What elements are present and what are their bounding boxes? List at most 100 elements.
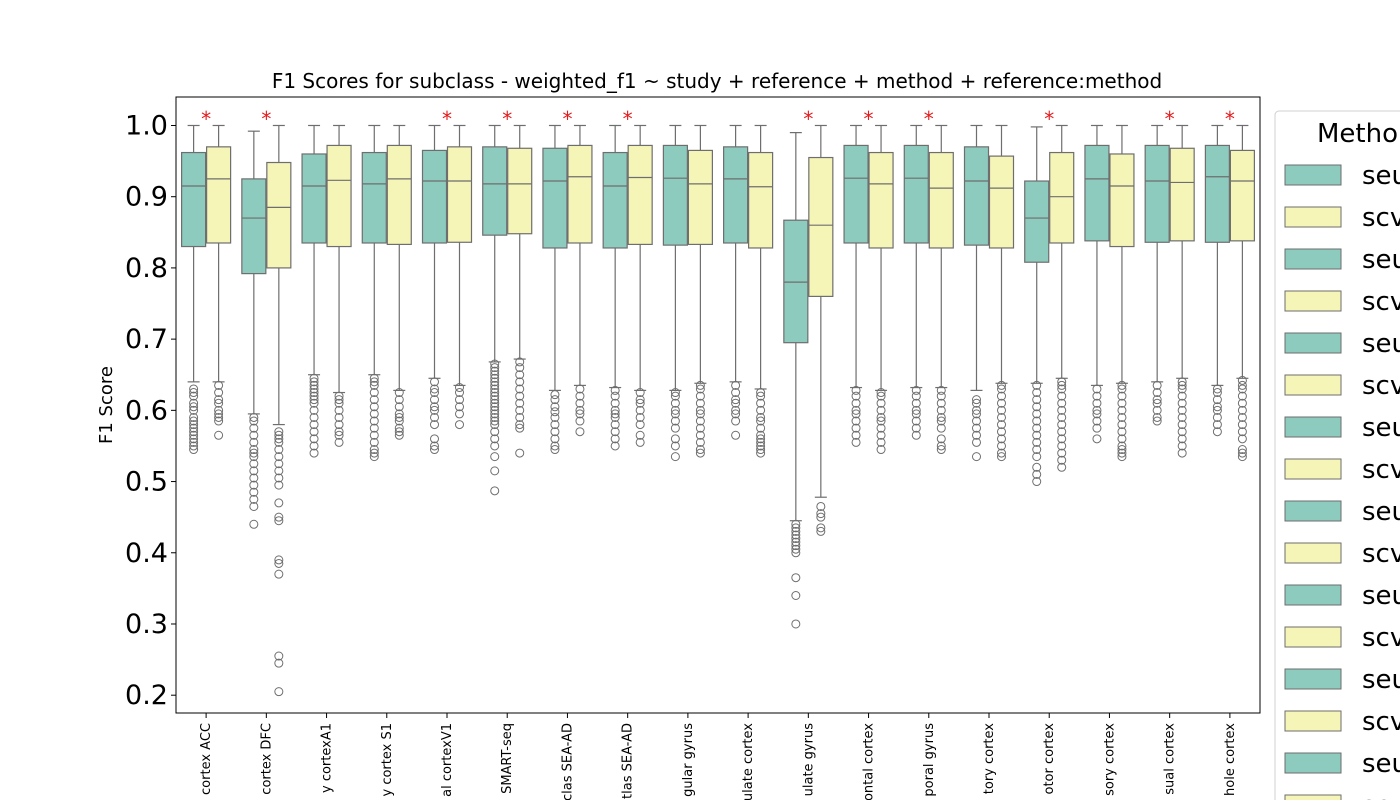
- outlier-point: [936, 416, 946, 426]
- legend-label: seu: [1362, 413, 1400, 443]
- outlier-point: [249, 423, 259, 433]
- outlier-point: [490, 486, 500, 496]
- outlier-point: [490, 395, 500, 405]
- outlier-point: [1152, 398, 1162, 408]
- outlier-point: [515, 398, 525, 408]
- outlier-point: [1032, 469, 1042, 479]
- outlier-point: [309, 434, 319, 444]
- legend-swatch: [1284, 794, 1342, 800]
- outlier-point: [1177, 380, 1187, 390]
- outlier-point: [274, 473, 284, 483]
- outlier-point: [309, 427, 319, 437]
- outlier-point: [369, 452, 379, 462]
- outlier-point: [214, 416, 224, 426]
- outlier-point: [334, 420, 344, 430]
- outlier-point: [997, 441, 1006, 451]
- box-iqr: [928, 151, 954, 249]
- x-tick-label: hole cortex: [1223, 723, 1238, 796]
- outlier-point: [189, 445, 199, 455]
- legend-swatch: [1284, 332, 1342, 354]
- outlier-point: [249, 501, 259, 511]
- outlier-point: [911, 405, 921, 415]
- box-iqr: [1144, 144, 1170, 243]
- outlier-point: [1177, 441, 1187, 451]
- legend-item: seu: [1284, 161, 1400, 191]
- legend-item: scv: [1284, 539, 1400, 569]
- outlier-point: [1117, 420, 1127, 430]
- outlier-point: [635, 430, 645, 440]
- box-iqr: [903, 144, 929, 244]
- outlier-point: [1237, 405, 1247, 415]
- outlier-point: [1032, 477, 1042, 487]
- outlier-point: [851, 416, 861, 426]
- box-scvi: [446, 124, 473, 430]
- outlier-point: [876, 430, 886, 440]
- outlier-point: [550, 395, 560, 405]
- outlier-point: [670, 391, 680, 401]
- outlier-point: [936, 423, 946, 433]
- outlier-point: [214, 398, 224, 408]
- outlier-point: [369, 445, 379, 455]
- legend-swatch: [1284, 374, 1342, 396]
- significance-star: *: [502, 107, 512, 131]
- outlier-point: [876, 388, 886, 398]
- box-iqr: [687, 149, 713, 246]
- outlier-point: [189, 434, 199, 444]
- category-group: y cortex S1: [361, 124, 412, 797]
- outlier-point: [610, 441, 620, 451]
- legend-label: scv: [1362, 455, 1400, 485]
- category-group: tlas SEA-AD *: [602, 107, 653, 799]
- legend-swatch: [1284, 668, 1342, 690]
- outlier-point: [189, 388, 199, 398]
- outlier-point: [670, 434, 680, 444]
- outlier-point: [214, 395, 224, 405]
- outlier-point: [936, 398, 946, 408]
- outlier-point: [515, 448, 525, 458]
- category-group: hole cortex *: [1204, 107, 1255, 796]
- outlier-point: [455, 402, 464, 412]
- outlier-point: [851, 409, 861, 419]
- outlier-point: [876, 445, 886, 455]
- outlier-point: [490, 373, 500, 383]
- significance-star: *: [803, 107, 813, 131]
- outlier-point: [274, 437, 284, 447]
- box-seurat: [783, 132, 809, 629]
- outlier-point: [515, 391, 525, 401]
- outlier-point: [369, 423, 379, 433]
- outlier-point: [1152, 380, 1162, 390]
- legend-item: scv: [1284, 371, 1400, 401]
- outlier-point: [997, 405, 1006, 415]
- outlier-point: [1237, 420, 1247, 430]
- box-iqr: [843, 144, 869, 244]
- outlier-point: [274, 459, 284, 469]
- outlier-point: [394, 412, 404, 422]
- outlier-point: [455, 395, 464, 405]
- outlier-point: [490, 366, 500, 376]
- outlier-point: [515, 412, 525, 422]
- outlier-point: [816, 512, 826, 522]
- outlier-point: [430, 441, 439, 451]
- outlier-point: [816, 509, 826, 519]
- outlier-point: [1032, 445, 1042, 455]
- outlier-point: [695, 416, 705, 426]
- outlier-point: [756, 434, 766, 444]
- outlier-point: [369, 430, 379, 440]
- outlier-point: [455, 420, 464, 430]
- outlier-point: [369, 373, 379, 383]
- outlier-point: [695, 445, 705, 455]
- legend-label: seu: [1362, 749, 1400, 779]
- outlier-point: [430, 405, 439, 415]
- significance-star: *: [623, 107, 633, 131]
- outlier-point: [189, 437, 199, 447]
- box-scvi: [868, 124, 894, 455]
- outlier-point: [455, 409, 464, 419]
- outlier-point: [791, 544, 801, 554]
- legend-swatch: [1284, 458, 1342, 480]
- box-iqr: [748, 151, 774, 249]
- outlier-point: [430, 388, 439, 398]
- outlier-point: [249, 412, 259, 422]
- outlier-point: [1237, 380, 1247, 390]
- outlier-point: [1237, 448, 1247, 458]
- outlier-point: [334, 430, 344, 440]
- x-tick-label: SMART-seq: [500, 723, 515, 794]
